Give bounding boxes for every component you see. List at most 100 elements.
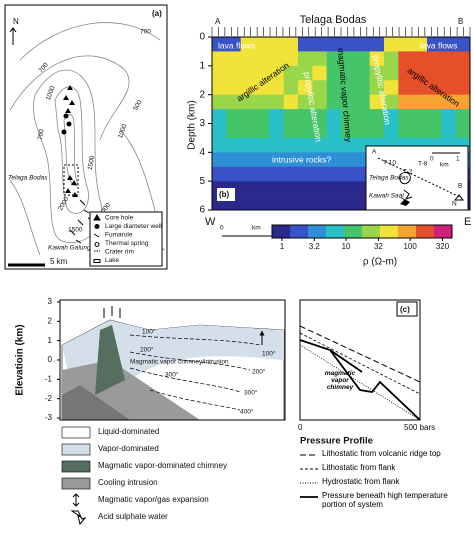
legend-label: Acid sulphate water <box>98 512 168 521</box>
colorbar-swatch <box>308 225 327 238</box>
cell <box>312 195 327 211</box>
inset-scale: 1 <box>456 156 460 163</box>
cell <box>341 51 356 67</box>
legend-swatch <box>61 477 91 490</box>
scale-label: km <box>252 225 261 232</box>
cell <box>312 65 327 81</box>
cell <box>240 123 256 139</box>
cell <box>226 80 241 95</box>
cell <box>326 37 342 52</box>
legend-label: Lithostatic from flank <box>322 463 396 472</box>
y-tick-label: -3 <box>45 413 53 422</box>
crater <box>63 164 79 196</box>
pressure-lines <box>299 325 421 421</box>
cell <box>326 181 342 196</box>
cell <box>269 137 284 153</box>
cell <box>226 37 241 52</box>
legend-box: Lithostatic from flank <box>322 463 396 472</box>
y-tick-label: -2 <box>45 394 53 403</box>
profile-legend: Lithostatic from volcanic ridge top Litho… <box>300 449 448 509</box>
cell <box>441 37 456 52</box>
legend-label: Liquid-dominated <box>98 427 159 436</box>
cell <box>283 166 299 182</box>
cell <box>441 51 456 67</box>
cell <box>226 109 241 124</box>
annotation: intrusive rocks? <box>272 154 331 164</box>
cell <box>355 123 370 139</box>
cell <box>427 51 442 67</box>
legend-box: Pressure beneath high temperature portio… <box>322 491 448 509</box>
contour-label: 500 <box>132 99 144 112</box>
cell <box>283 152 299 168</box>
legend-symbol <box>93 259 101 263</box>
cell <box>226 152 241 168</box>
legend-label: Magmatic vapor-dominated chimney <box>98 461 227 470</box>
cell <box>398 123 413 139</box>
cell <box>384 123 399 139</box>
colorbar-tick-label: 3.2 <box>309 242 321 251</box>
cell <box>355 94 370 110</box>
legend-box <box>89 211 163 267</box>
legend: Liquid-dominated Vapor-dominated Magmatic … <box>61 426 227 526</box>
cell <box>355 109 370 124</box>
cell <box>341 166 356 182</box>
cell <box>298 166 313 182</box>
isotherm-label: 100° <box>142 328 156 336</box>
cell <box>341 137 356 153</box>
cell <box>283 65 299 81</box>
cell <box>441 109 456 124</box>
y-tick-label: 0 <box>199 32 205 43</box>
cell <box>341 65 356 81</box>
label-box <box>217 188 235 201</box>
cell <box>355 80 370 95</box>
isotherm-label: 400° <box>240 408 254 416</box>
y-tick-label: 1 <box>199 60 205 71</box>
contour-label: 1500 <box>87 155 96 171</box>
cell <box>369 65 385 81</box>
panel-c: Elevatioin (km) 100° 100° 200° 200° 300°… <box>15 297 448 526</box>
cell <box>427 37 442 52</box>
isotherm-label: 300° <box>244 389 258 397</box>
cell <box>326 152 342 168</box>
cell <box>298 195 313 211</box>
cell <box>212 37 227 52</box>
inset-scale: km <box>440 162 449 169</box>
cell <box>240 37 256 52</box>
cell <box>269 181 284 196</box>
cell <box>455 80 471 95</box>
cell <box>255 152 270 168</box>
scale-label: 0 <box>220 225 224 232</box>
cell <box>441 123 456 139</box>
cell <box>427 94 442 110</box>
cell <box>240 109 256 124</box>
cell <box>384 80 399 95</box>
legend-swatch <box>61 443 91 456</box>
cell <box>298 109 313 124</box>
cell <box>369 94 385 110</box>
cell <box>298 94 313 110</box>
contour-label: 700 <box>140 29 151 36</box>
cell <box>226 94 241 110</box>
cell <box>269 80 284 95</box>
cell <box>212 166 227 182</box>
inset-label: T-2 <box>403 169 413 176</box>
cell <box>326 195 342 211</box>
legend-label: Crater rim <box>105 249 134 256</box>
cell <box>326 109 342 124</box>
cell <box>283 51 299 67</box>
cell <box>455 51 471 67</box>
cell <box>427 123 442 139</box>
cell <box>255 80 270 95</box>
north-arrow <box>9 27 17 45</box>
cell <box>312 109 327 124</box>
section-end: A <box>215 17 221 26</box>
cell <box>212 94 227 110</box>
cell <box>312 152 327 168</box>
cell <box>212 80 227 95</box>
pressure-note: magmatic vapor chimney <box>324 370 356 391</box>
north: N <box>13 17 19 26</box>
cell <box>412 109 428 124</box>
cell <box>226 137 241 153</box>
cell <box>283 181 299 196</box>
y-tick-label: 3 <box>199 118 205 129</box>
